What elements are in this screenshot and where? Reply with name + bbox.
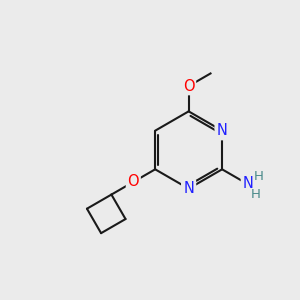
Text: H: H xyxy=(254,170,264,183)
Text: N: N xyxy=(217,123,227,138)
Text: N: N xyxy=(183,181,194,196)
Text: N: N xyxy=(242,176,253,191)
Text: O: O xyxy=(128,175,139,190)
Text: H: H xyxy=(251,188,261,201)
Text: O: O xyxy=(183,79,194,94)
